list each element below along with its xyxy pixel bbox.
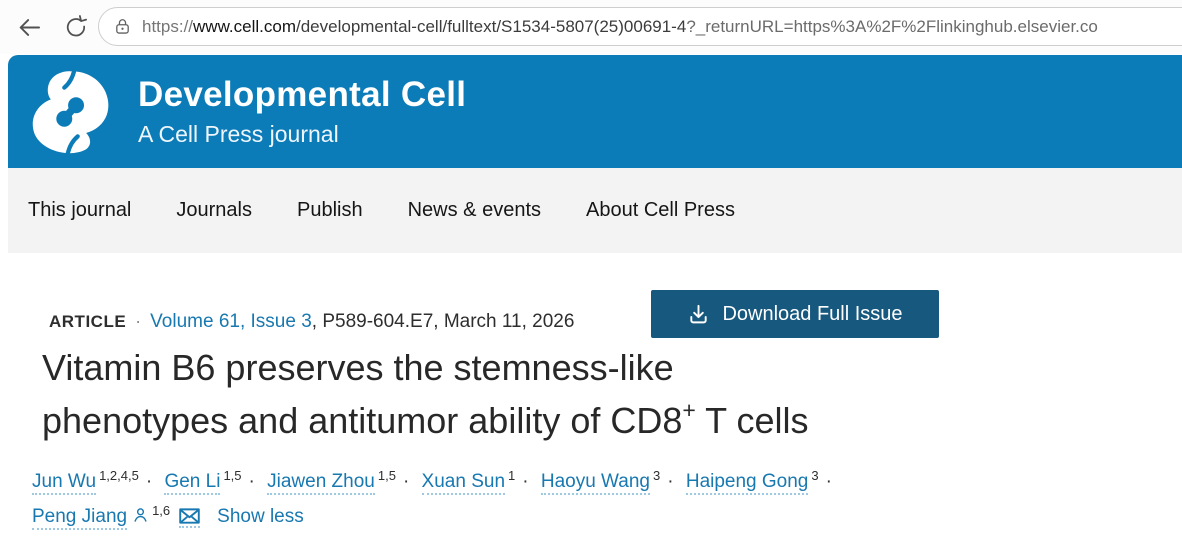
author-link[interactable]: Xuan Sun [421, 471, 506, 495]
author-separator: · [667, 471, 674, 492]
refresh-button[interactable] [63, 14, 88, 39]
back-button[interactable] [16, 14, 43, 41]
author-separator: · [402, 471, 410, 492]
refresh-icon [66, 15, 88, 37]
download-button-label: Download Full Issue [722, 302, 903, 325]
article-type-label: ARTICLE [49, 312, 127, 331]
title-line2: phenotypes and antitumor ability of CD8 [42, 400, 683, 441]
author-affiliations: 3 [811, 467, 819, 483]
author-link[interactable]: Haoyu Wang [540, 471, 650, 495]
journal-header: Developmental Cell A Cell Press journal [8, 55, 1182, 168]
author-link[interactable]: Gen Li [164, 471, 221, 495]
author-separator: · [145, 471, 153, 492]
nav-item-this-journal[interactable]: This journal [28, 199, 132, 221]
article-meta: ARTICLE · Volume 61, Issue 3 , P589-604.… [49, 311, 574, 333]
title-line1: Vitamin B6 preserves the stemness-like [42, 347, 674, 388]
nav-item-journals[interactable]: Journals [176, 199, 252, 221]
author-link[interactable]: Haipeng Gong [685, 471, 809, 495]
article-content: ARTICLE · Volume 61, Issue 3 , P589-604.… [0, 253, 1182, 551]
author-affiliations: 1 [508, 467, 516, 483]
nav-item-news-events[interactable]: News & events [407, 199, 541, 221]
back-arrow-icon [19, 19, 41, 36]
author-line-2: Peng Jiang 1,6 Show less [32, 499, 1092, 534]
lock-icon[interactable] [112, 16, 133, 37]
url-path: /developmental-cell/fulltext/S1534-5807(… [296, 16, 687, 36]
title-line2-tail: T cells [695, 400, 809, 441]
url-domain: www.cell.com [193, 16, 296, 36]
journal-name: Developmental Cell [138, 74, 467, 114]
meta-separator: · [135, 311, 142, 331]
main-navigation: This journal Journals Publish News & eve… [8, 168, 1182, 253]
author-affiliations: 1,6 [152, 502, 171, 518]
title-superscript: + [682, 397, 696, 423]
author-affiliations: 1,5 [377, 467, 396, 483]
download-icon [687, 303, 710, 326]
journal-tagline: A Cell Press journal [138, 120, 339, 147]
envelope-icon[interactable] [179, 508, 201, 528]
download-full-issue-button[interactable]: Download Full Issue [651, 290, 939, 338]
author-separator: · [522, 471, 529, 492]
nav-item-about-cellpress[interactable]: About Cell Press [586, 199, 735, 221]
author-affiliations: 3 [653, 467, 661, 483]
show-less-link[interactable]: Show less [217, 506, 304, 527]
journal-identity: Developmental Cell A Cell Press journal [138, 74, 467, 148]
article-title: Vitamin B6 preserves the stemness-like p… [42, 341, 1122, 447]
volume-issue-link[interactable]: Volume 61, Issue 3 [150, 311, 312, 332]
pages-date-text: , P589-604.E7, March 11, 2026 [311, 311, 575, 332]
cell-press-logo[interactable] [28, 67, 114, 156]
author-affiliations: 1,5 [223, 467, 242, 483]
url-scheme: https:// [142, 16, 194, 36]
person-icon[interactable] [132, 506, 149, 524]
browser-toolbar: https://www.cell.com/developmental-cell/… [0, 0, 1182, 54]
url-query: ?_returnURL=https%3A%2F%2Flinkinghub.els… [686, 16, 1098, 36]
author-list: Jun Wu 1,2,4,5 · Gen Li 1,5 · Jiawen Zhou 1,5… [32, 464, 1092, 534]
author-line-1: Jun Wu 1,2,4,5 · Gen Li 1,5 · Jiawen Zhou 1,5… [32, 464, 1092, 499]
author-link[interactable]: Jun Wu [32, 471, 97, 495]
author-separator: · [248, 471, 255, 492]
author-affiliations: 1,2,4,5 [99, 467, 139, 483]
nav-item-publish[interactable]: Publish [297, 199, 363, 221]
author-link[interactable]: Jiawen Zhou [267, 471, 375, 495]
address-bar[interactable]: https://www.cell.com/developmental-cell/… [98, 7, 1182, 46]
author-link-corresponding[interactable]: Peng Jiang [32, 506, 128, 530]
url-text: https://www.cell.com/developmental-cell/… [142, 17, 1098, 37]
author-separator: · [825, 471, 832, 492]
